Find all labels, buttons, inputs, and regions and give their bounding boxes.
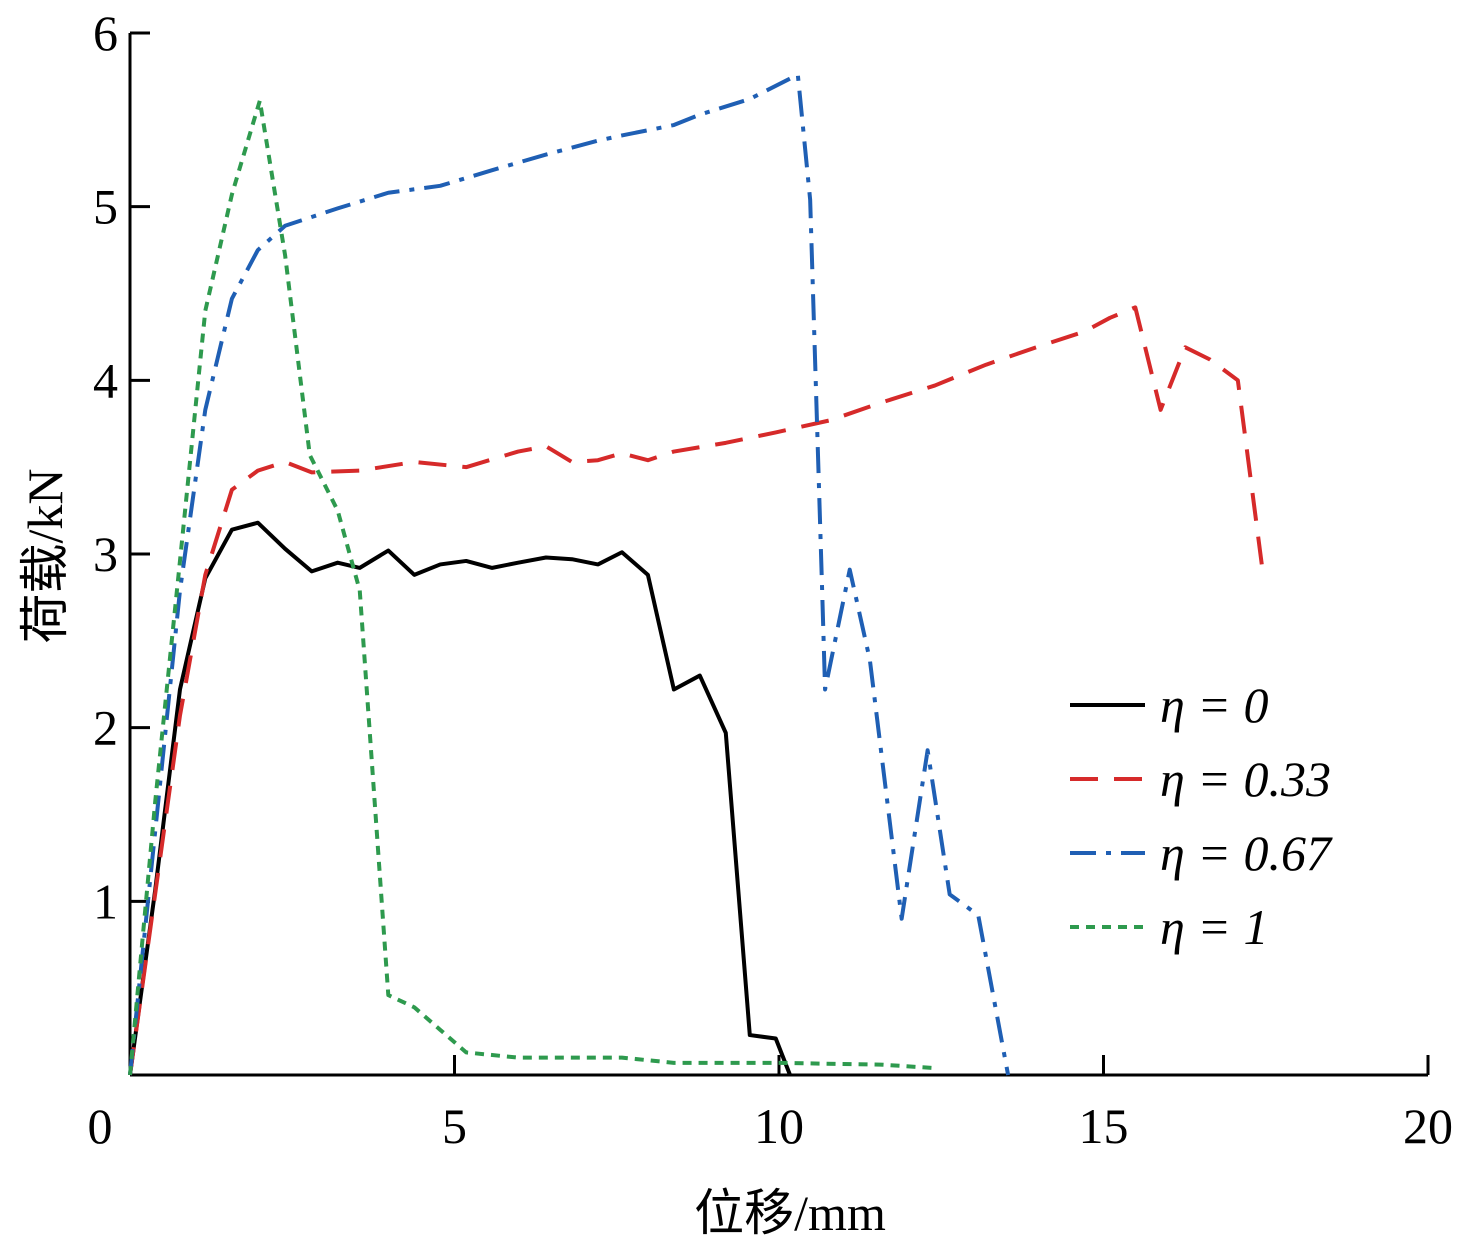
- y-tick-label: 4: [93, 352, 118, 408]
- y-tick-label: 3: [93, 526, 118, 582]
- series-line: [128, 520, 792, 1076]
- y-axis-label: 荷载/kN: [17, 469, 73, 644]
- legend-label: η = 1: [1160, 899, 1269, 955]
- x-tick-label: 15: [1079, 1098, 1129, 1154]
- x-tick-label: 0: [88, 1098, 113, 1154]
- series-line: [128, 305, 1266, 1076]
- x-axis-label: 位移/mm: [694, 1185, 886, 1241]
- x-tick-label: 20: [1403, 1098, 1453, 1154]
- y-tick-label: 5: [93, 179, 118, 235]
- series-line: [128, 72, 1011, 1076]
- series-line: [128, 98, 935, 1076]
- y-tick-label: 6: [93, 5, 118, 61]
- x-tick-label: 5: [442, 1098, 467, 1154]
- y-tick-label: 1: [93, 873, 118, 929]
- y-tick-label: 2: [93, 700, 118, 756]
- legend-label: η = 0: [1160, 677, 1269, 733]
- legend-label: η = 0.33: [1160, 751, 1331, 807]
- x-tick-label: 10: [754, 1098, 804, 1154]
- legend-label: η = 0.67: [1160, 825, 1333, 881]
